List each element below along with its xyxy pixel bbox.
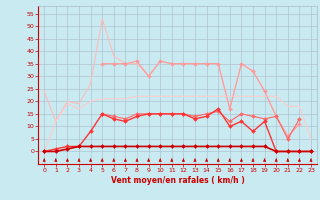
X-axis label: Vent moyen/en rafales ( km/h ): Vent moyen/en rafales ( km/h ) bbox=[111, 176, 244, 185]
